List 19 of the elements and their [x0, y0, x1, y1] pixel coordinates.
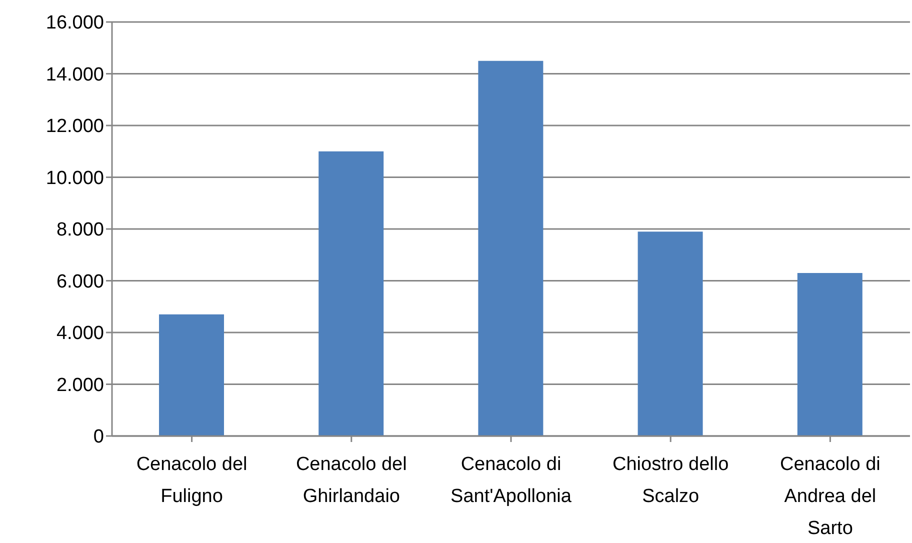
- bar: [797, 272, 862, 436]
- y-tick-label: 6.000: [56, 271, 104, 292]
- y-tick-label: 12.000: [46, 116, 104, 138]
- x-tick-label: Cenacolo di Sant'Apollonia: [450, 454, 572, 507]
- y-tick-label: 8.000: [56, 220, 104, 241]
- y-tick-label: 10.000: [46, 168, 104, 189]
- y-tick-label: 16.000: [46, 12, 104, 34]
- y-tick-label: 4.000: [56, 323, 104, 344]
- y-tick-label: 0: [93, 426, 104, 448]
- bar: [638, 232, 703, 436]
- x-tick-label: Cenacolo di Andrea del Sarto: [780, 454, 880, 539]
- x-tick-label: Chiostro dello Scalzo: [612, 454, 729, 507]
- y-tick-label: 14.000: [46, 64, 104, 86]
- y-tick-label: 2.000: [56, 374, 104, 396]
- bar: [159, 314, 224, 436]
- x-tick-label: Cenacolo del Ghirlandaio: [296, 454, 407, 507]
- x-tick-label: Cenacolo del Fuligno: [136, 454, 248, 507]
- bar: [318, 151, 384, 436]
- bar: [478, 60, 544, 436]
